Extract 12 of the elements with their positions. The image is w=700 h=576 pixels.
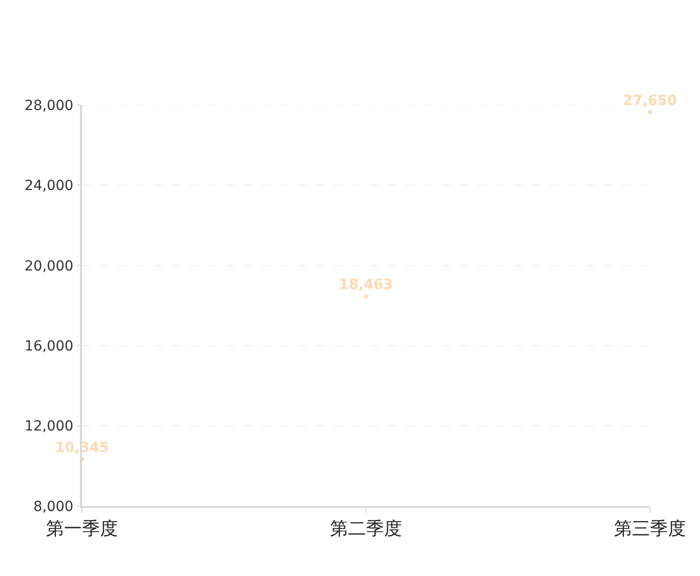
data-label: 10,345: [54, 440, 110, 456]
y-tick-label: 24,000: [24, 178, 74, 194]
x-tick-label: 第二季度: [330, 518, 402, 540]
x-tick-label: 第三季度: [614, 518, 686, 540]
y-tick-label: 20,000: [24, 258, 74, 274]
y-tick-label: 12,000: [24, 418, 74, 435]
x-tick-label: 第一季度: [46, 518, 118, 540]
y-tick-label: 28,000: [24, 98, 74, 114]
data-label: 27,650: [622, 93, 678, 110]
y-tick-label: 8,000: [33, 498, 74, 515]
data-label: 18,463: [338, 277, 394, 294]
y-tick-label: 16,000: [24, 338, 74, 354]
